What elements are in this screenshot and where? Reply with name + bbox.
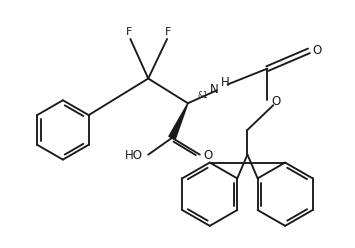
- Text: O: O: [312, 44, 322, 57]
- Text: O: O: [272, 95, 281, 108]
- Text: F: F: [165, 27, 171, 37]
- Text: N: N: [210, 83, 219, 96]
- Polygon shape: [169, 103, 188, 139]
- Text: F: F: [126, 27, 132, 37]
- Text: H: H: [221, 76, 229, 89]
- Text: &1: &1: [198, 91, 209, 100]
- Text: HO: HO: [125, 149, 143, 162]
- Text: O: O: [203, 149, 212, 162]
